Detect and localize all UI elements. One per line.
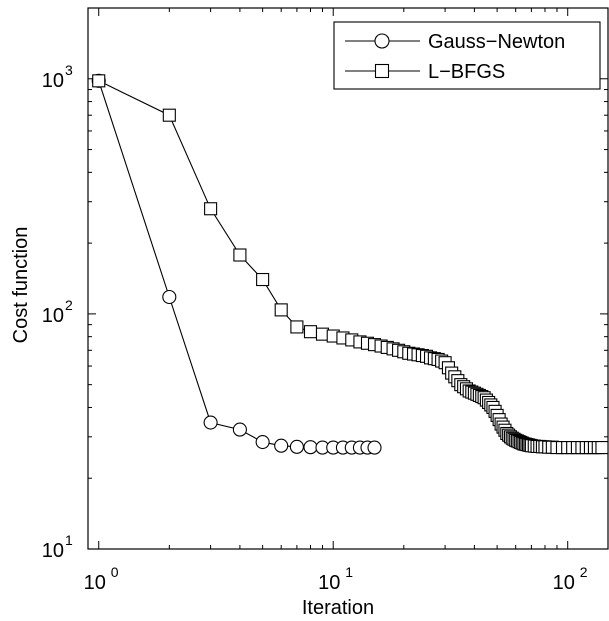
x-tick-label-exponent: 2 xyxy=(580,564,588,580)
legend: Gauss−Newton L−BFGS xyxy=(333,21,601,90)
y-axis-label: Cost function xyxy=(10,227,32,344)
data-point xyxy=(303,325,318,339)
plot-frame xyxy=(87,7,609,550)
data-point xyxy=(290,320,304,334)
data-point xyxy=(367,440,382,455)
y-tick-label: 10 xyxy=(42,305,64,327)
legend-label: L−BFGS xyxy=(428,61,505,83)
y-tick-label-exponent: 2 xyxy=(65,297,73,313)
y-tick-label: 10 xyxy=(42,70,64,92)
data-point xyxy=(92,74,106,88)
series-line xyxy=(98,80,375,449)
x-tick-label: 10 xyxy=(318,572,340,594)
x-axis: 10 0 10 1 10 2 xyxy=(84,8,588,594)
data-point xyxy=(274,303,288,317)
data-point xyxy=(204,202,218,216)
x-tick-label-exponent: 0 xyxy=(111,564,119,580)
x-tick-label-exponent: 1 xyxy=(345,564,353,580)
data-point xyxy=(256,272,270,287)
series-line xyxy=(98,80,602,449)
plot-area-border xyxy=(87,7,609,550)
series-layer xyxy=(91,73,609,455)
data-point xyxy=(203,415,218,430)
legend-item: L−BFGS xyxy=(345,61,505,83)
data-point xyxy=(303,440,318,455)
legend-label: Gauss−Newton xyxy=(428,31,565,53)
series-l-bfgs xyxy=(92,74,609,455)
x-tick-label: 10 xyxy=(84,572,106,594)
data-point xyxy=(595,441,609,455)
data-point xyxy=(162,289,177,305)
data-point xyxy=(274,438,289,453)
data-point xyxy=(289,439,304,454)
x-axis-label: Iteration xyxy=(302,597,374,619)
data-point xyxy=(232,422,247,437)
y-tick-label-exponent: 1 xyxy=(65,532,73,548)
data-point xyxy=(233,248,247,262)
y-tick-label: 10 xyxy=(42,540,64,562)
x-tick-label: 10 xyxy=(553,572,575,594)
data-point xyxy=(162,108,176,122)
legend-item: Gauss−Newton xyxy=(345,31,565,53)
circle-marker-icon xyxy=(374,33,390,49)
data-point xyxy=(255,435,270,450)
square-marker-icon xyxy=(374,63,390,79)
series-gauss-newton xyxy=(91,73,382,455)
y-tick-label-exponent: 3 xyxy=(65,62,73,78)
